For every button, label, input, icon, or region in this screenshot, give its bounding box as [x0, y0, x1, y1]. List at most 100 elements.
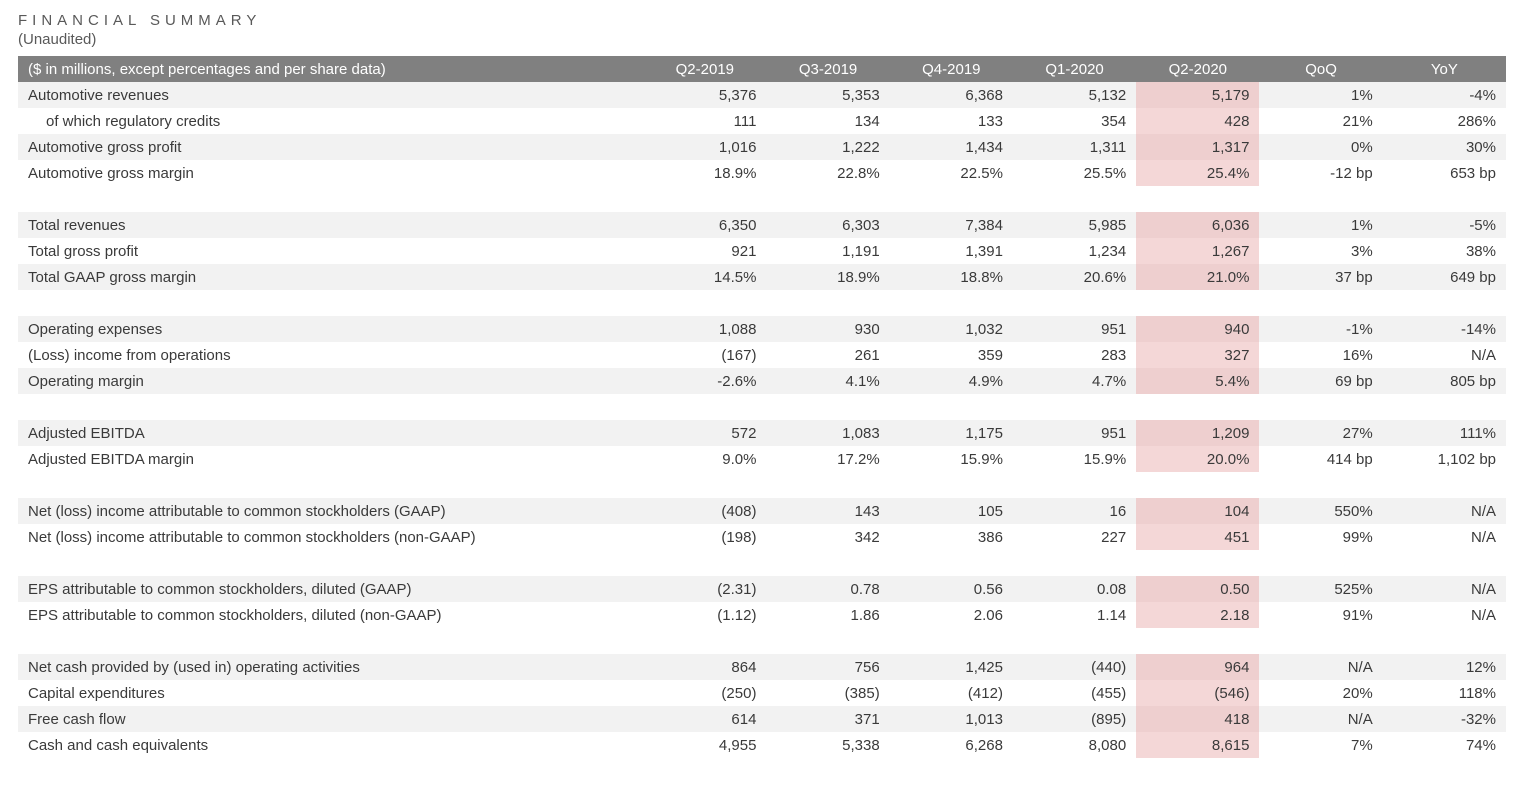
cell-value: 3%: [1259, 238, 1382, 264]
table-row: Net (loss) income attributable to common…: [18, 498, 1506, 524]
cell-value: 8,080: [1013, 732, 1136, 758]
table-row: Adjusted EBITDA5721,0831,1759511,20927%1…: [18, 420, 1506, 446]
cell-value: 5.4%: [1136, 368, 1259, 394]
cell-value: (408): [643, 498, 766, 524]
cell-value: -14%: [1383, 316, 1506, 342]
row-label: EPS attributable to common stockholders,…: [18, 576, 643, 602]
cell-value: (440): [1013, 654, 1136, 680]
cell-value: 354: [1013, 108, 1136, 134]
cell-value: 16: [1013, 498, 1136, 524]
table-row: Adjusted EBITDA margin9.0%17.2%15.9%15.9…: [18, 446, 1506, 472]
cell-value: 105: [890, 498, 1013, 524]
table-row: EPS attributable to common stockholders,…: [18, 576, 1506, 602]
row-label: of which regulatory credits: [18, 108, 643, 134]
cell-value: 1,102 bp: [1383, 446, 1506, 472]
cell-value: (1.12): [643, 602, 766, 628]
cell-value: 38%: [1383, 238, 1506, 264]
cell-value: 0.78: [766, 576, 889, 602]
cell-value: 6,036: [1136, 212, 1259, 238]
cell-value: (2.31): [643, 576, 766, 602]
spacer-row: [18, 186, 1506, 212]
cell-value: 37 bp: [1259, 264, 1382, 290]
cell-value: 1,016: [643, 134, 766, 160]
table-row: Automotive gross margin18.9%22.8%22.5%25…: [18, 160, 1506, 186]
cell-value: N/A: [1259, 706, 1382, 732]
row-label: Automotive revenues: [18, 82, 643, 108]
col-header-q1-2020: Q1-2020: [1013, 56, 1136, 82]
row-label: (Loss) income from operations: [18, 342, 643, 368]
table-row: Operating expenses1,0889301,032951940-1%…: [18, 316, 1506, 342]
cell-value: 18.8%: [890, 264, 1013, 290]
cell-value: 5,985: [1013, 212, 1136, 238]
cell-value: 15.9%: [890, 446, 1013, 472]
cell-value: 1,234: [1013, 238, 1136, 264]
row-label: Operating expenses: [18, 316, 643, 342]
cell-value: 0.56: [890, 576, 1013, 602]
cell-value: 2.18: [1136, 602, 1259, 628]
spacer-row: [18, 550, 1506, 576]
cell-value: 653 bp: [1383, 160, 1506, 186]
cell-value: 18.9%: [766, 264, 889, 290]
table-row: (Loss) income from operations(167)261359…: [18, 342, 1506, 368]
cell-value: 104: [1136, 498, 1259, 524]
col-header-q2-2019: Q2-2019: [643, 56, 766, 82]
cell-value: 4.1%: [766, 368, 889, 394]
cell-value: 134: [766, 108, 889, 134]
cell-value: N/A: [1383, 524, 1506, 550]
cell-value: 2.06: [890, 602, 1013, 628]
table-row: Net (loss) income attributable to common…: [18, 524, 1506, 550]
cell-value: 4.7%: [1013, 368, 1136, 394]
cell-value: 4,955: [643, 732, 766, 758]
cell-value: -4%: [1383, 82, 1506, 108]
cell-value: 1,391: [890, 238, 1013, 264]
cell-value: -2.6%: [643, 368, 766, 394]
cell-value: 1,032: [890, 316, 1013, 342]
cell-value: 20.6%: [1013, 264, 1136, 290]
cell-value: -32%: [1383, 706, 1506, 732]
cell-value: 418: [1136, 706, 1259, 732]
cell-value: 1.14: [1013, 602, 1136, 628]
cell-value: 1%: [1259, 82, 1382, 108]
cell-value: 74%: [1383, 732, 1506, 758]
cell-value: 1,317: [1136, 134, 1259, 160]
cell-value: 921: [643, 238, 766, 264]
cell-value: 451: [1136, 524, 1259, 550]
cell-value: 550%: [1259, 498, 1382, 524]
cell-value: 283: [1013, 342, 1136, 368]
cell-value: 414 bp: [1259, 446, 1382, 472]
cell-value: 99%: [1259, 524, 1382, 550]
row-label: Net (loss) income attributable to common…: [18, 498, 643, 524]
cell-value: 69 bp: [1259, 368, 1382, 394]
cell-value: 805 bp: [1383, 368, 1506, 394]
table-row: Cash and cash equivalents4,9555,3386,268…: [18, 732, 1506, 758]
col-header-q3-2019: Q3-2019: [766, 56, 889, 82]
cell-value: 1,222: [766, 134, 889, 160]
cell-value: N/A: [1383, 498, 1506, 524]
cell-value: 5,179: [1136, 82, 1259, 108]
spacer-row: [18, 290, 1506, 316]
cell-value: 951: [1013, 316, 1136, 342]
cell-value: 6,303: [766, 212, 889, 238]
cell-value: 1,267: [1136, 238, 1259, 264]
cell-value: 864: [643, 654, 766, 680]
cell-value: 6,268: [890, 732, 1013, 758]
col-header-qoq: QoQ: [1259, 56, 1382, 82]
col-header-yoy: YoY: [1383, 56, 1506, 82]
cell-value: 227: [1013, 524, 1136, 550]
cell-value: N/A: [1259, 654, 1382, 680]
cell-value: 1,175: [890, 420, 1013, 446]
cell-value: 7,384: [890, 212, 1013, 238]
cell-value: 16%: [1259, 342, 1382, 368]
table-row: EPS attributable to common stockholders,…: [18, 602, 1506, 628]
cell-value: 14.5%: [643, 264, 766, 290]
cell-value: 6,368: [890, 82, 1013, 108]
row-label: EPS attributable to common stockholders,…: [18, 602, 643, 628]
table-row: Net cash provided by (used in) operating…: [18, 654, 1506, 680]
cell-value: 5,132: [1013, 82, 1136, 108]
cell-value: 940: [1136, 316, 1259, 342]
table-row: Operating margin-2.6%4.1%4.9%4.7%5.4%69 …: [18, 368, 1506, 394]
cell-value: (167): [643, 342, 766, 368]
page-subtitle: (Unaudited): [18, 31, 1506, 48]
cell-value: 0%: [1259, 134, 1382, 160]
cell-value: 327: [1136, 342, 1259, 368]
